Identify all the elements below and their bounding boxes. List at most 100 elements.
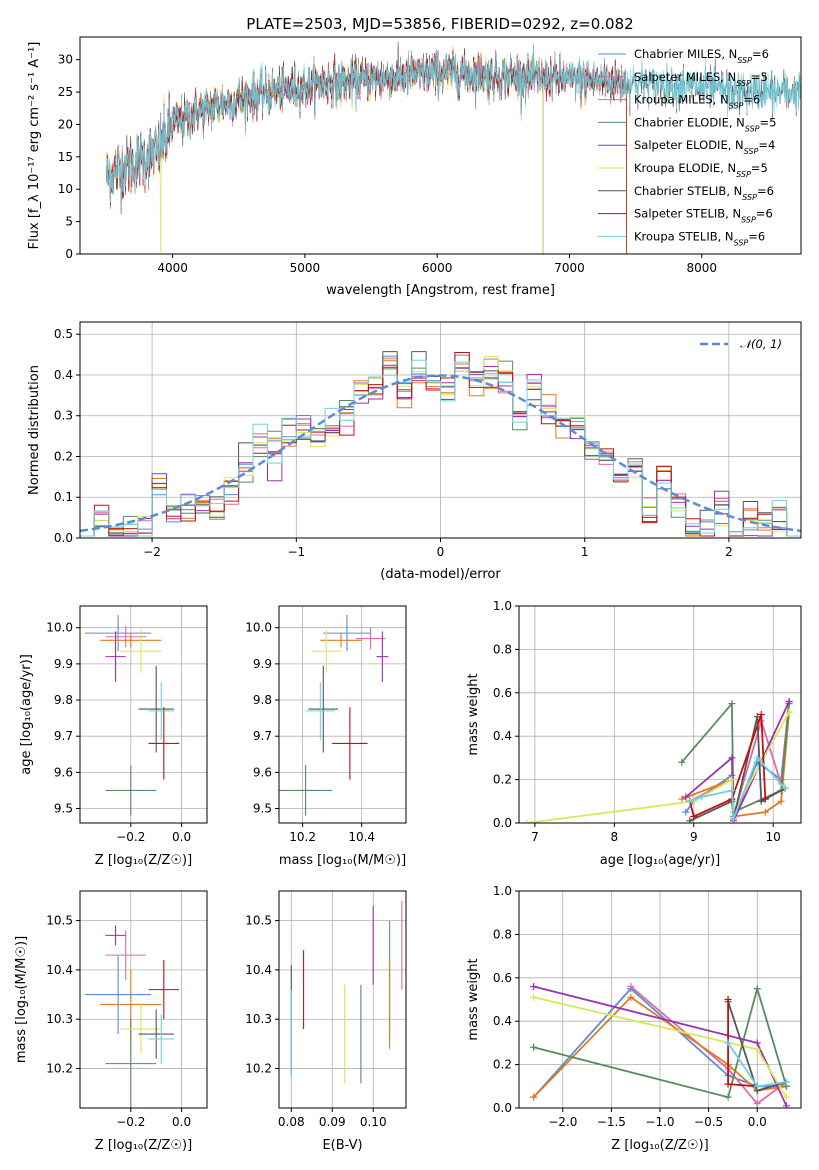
errorbar-kroupa-stelib (148, 681, 174, 740)
y-tick-label: 0.4 (493, 1014, 512, 1028)
y-tick-label: 20 (58, 117, 73, 131)
y-tick-label: 0.8 (493, 642, 512, 656)
errorbar-chabrier-elodie (279, 765, 333, 816)
legend-name: Salpeter STELIB (634, 207, 725, 221)
weight-marker (761, 795, 769, 803)
errorbar-kroupa-elodie (120, 629, 162, 673)
errorbar-salpeter-miles (105, 625, 147, 648)
x-tick-label: 6000 (422, 261, 453, 275)
weight-marker (761, 808, 769, 816)
weight-marker (753, 1045, 761, 1053)
y-tick-label: 0.2 (54, 449, 73, 463)
weight-marker (530, 982, 538, 990)
legend-name: Salpeter ELODIE (634, 138, 728, 152)
x-tick-label: 0.09 (319, 1115, 346, 1129)
weight-marker (753, 1039, 761, 1047)
legend-label-salpeter-stelib: Salpeter STELIB, NSSP=6 (634, 207, 773, 225)
x-axis-label: mass [log₁₀(M/M☉)] (279, 853, 406, 868)
legend-label-chabrier-miles: Chabrier MILES, NSSP=6 (634, 47, 769, 65)
x-tick-label: 4000 (157, 261, 188, 275)
weight-marker (728, 786, 736, 794)
y-axis-label: mass [log₁₀(M/M☉)] (14, 936, 29, 1063)
weight-marker (678, 758, 686, 766)
x-tick-label: 8 (611, 830, 619, 844)
panel-age-mass: 10.2 10.4 9.5 9.6 9.7 9.8 9.9 10.0 mass [log₁₀(M… (245, 605, 407, 868)
plot-area-age-mass (279, 615, 389, 816)
x-axis-label: age [log₁₀(age/yr)] (600, 853, 721, 868)
plot-area-weight-age (523, 697, 793, 823)
errorbar-salpeter-miles (355, 627, 386, 650)
y-tick-label: 9.7 (253, 729, 272, 743)
x-tick-label: 5000 (290, 261, 321, 275)
weight-line (630, 985, 787, 1105)
legend-nssp-sub: SSP (737, 56, 752, 65)
y-axis-label: Flux [f_λ 10⁻¹⁷ erg cm⁻² s⁻¹ A⁻¹] (27, 42, 42, 250)
x-tick-label: −2 (143, 545, 161, 559)
legend-nssp-value: 6 (758, 229, 765, 243)
errorbar-chabrier-miles (85, 615, 152, 652)
y-tick-label: 10.3 (245, 1012, 272, 1026)
weight-marker (682, 808, 690, 816)
weight-line (533, 985, 788, 1099)
errorbar-salpeter-stelib (148, 707, 180, 780)
x-tick-label: 8000 (687, 261, 718, 275)
legend-nssp-prefix: , N (713, 93, 729, 107)
legend-name: Kroupa MILES (634, 93, 713, 107)
y-tick-label: 9.9 (253, 657, 272, 671)
weight-marker (785, 697, 793, 705)
weight-marker (530, 993, 538, 1001)
x-tick-label: 9 (690, 830, 698, 844)
errorbar-salpeter-miles (105, 930, 147, 980)
weight-marker (753, 985, 761, 993)
x-tick-label: 0.0 (748, 1115, 767, 1129)
y-tick-label: 0.0 (493, 1101, 512, 1115)
weight-marker (728, 776, 736, 784)
legend-nssp-value: 6 (753, 93, 760, 107)
x-tick-label: −1.5 (597, 1115, 626, 1129)
legend-nssp-sub: SSP (734, 238, 749, 247)
legend-nssp-value: 6 (765, 207, 772, 221)
errorbar-chabrier-stelib (138, 665, 174, 753)
legend-name: Chabrier ELODIE (634, 115, 729, 129)
weight-marker (757, 711, 765, 718)
weight-marker (777, 797, 785, 805)
errorbar-salpeter-elodie (105, 631, 126, 682)
weight-marker (682, 793, 690, 801)
y-tick-label: 0.6 (493, 971, 512, 985)
y-tick-label: 5 (65, 215, 73, 229)
x-tick-label: 0.0 (172, 1115, 191, 1129)
errorbar-kroupa-elodie (311, 629, 342, 673)
x-tick-label: −1.0 (645, 1115, 674, 1129)
y-axis-label: mass weight (466, 958, 481, 1040)
x-axis-label: (data-model)/error (380, 567, 501, 582)
y-tick-label: 9.9 (54, 657, 73, 671)
errorbar-kroupa-stelib (148, 1014, 174, 1064)
legend-nssp-prefix: , N (729, 115, 745, 129)
weight-marker (523, 819, 531, 823)
weight-marker (686, 817, 694, 823)
errorbar-salpeter-stelib (332, 707, 368, 780)
y-tick-label: 10.5 (46, 914, 73, 928)
legend-label-gaussian: 𝒩(0, 1) (740, 337, 782, 351)
axes-frame (278, 890, 407, 1109)
y-tick-label: 9.8 (54, 693, 73, 707)
spectrum-series-kroupa-stelib (106, 43, 801, 208)
y-axis-label: age [log₁₀(age/yr)] (19, 654, 34, 775)
legend-nssp-value: 6 (767, 184, 774, 198)
y-tick-label: 0.2 (493, 773, 512, 787)
weight-line (526, 711, 790, 823)
weight-marker (698, 793, 706, 801)
y-tick-label: 9.6 (54, 765, 73, 779)
legend-nssp-sub: SSP (736, 170, 751, 179)
y-tick-label: 0.4 (493, 729, 512, 743)
x-tick-label: 2 (725, 545, 733, 559)
legend-nssp-eq: = (756, 207, 766, 221)
legend-nssp-prefix: , N (718, 229, 734, 243)
errorbar-kroupa-miles (100, 633, 162, 648)
y-tick-label: 9.6 (253, 765, 272, 779)
x-tick-label: 0.0 (172, 830, 191, 844)
weight-marker (728, 700, 736, 708)
legend-nssp-eq: = (751, 70, 761, 84)
